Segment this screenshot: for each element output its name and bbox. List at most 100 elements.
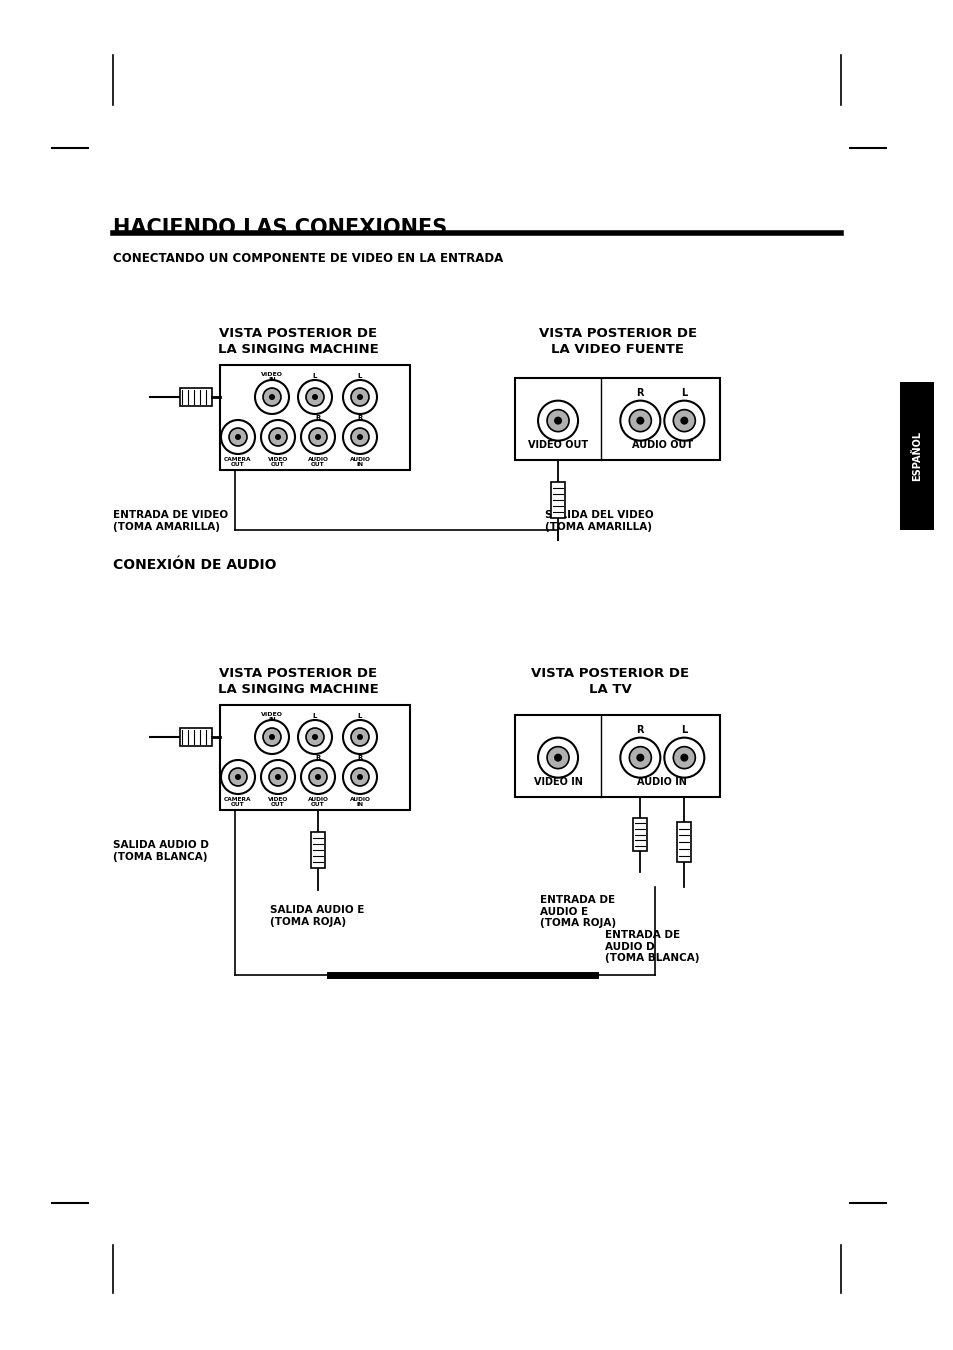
Text: SALIDA AUDIO E
(TOMA ROJA): SALIDA AUDIO E (TOMA ROJA) — [270, 904, 364, 926]
Circle shape — [269, 428, 287, 446]
Text: L: L — [357, 713, 362, 720]
Text: AUDIO
OUT: AUDIO OUT — [307, 796, 328, 807]
Text: L: L — [313, 373, 316, 379]
Circle shape — [554, 417, 561, 425]
Circle shape — [343, 379, 376, 414]
Bar — [899, 382, 933, 531]
Circle shape — [312, 734, 317, 740]
Text: R: R — [357, 414, 362, 421]
Circle shape — [261, 760, 294, 794]
Text: ENTRADA DE
AUDIO E
(TOMA ROJA): ENTRADA DE AUDIO E (TOMA ROJA) — [539, 895, 616, 929]
Text: ENTRADA DE VIDEO
(TOMA AMARILLA): ENTRADA DE VIDEO (TOMA AMARILLA) — [112, 510, 228, 532]
Text: VIDEO
OUT: VIDEO OUT — [268, 458, 288, 467]
Text: VIDEO
OUT: VIDEO OUT — [268, 796, 288, 807]
Text: R: R — [636, 387, 643, 398]
Text: AUDIO
OUT: AUDIO OUT — [307, 458, 328, 467]
Circle shape — [356, 774, 363, 780]
Circle shape — [314, 774, 320, 780]
Text: AUDIO IN: AUDIO IN — [637, 778, 686, 787]
Text: VIDEO
IN: VIDEO IN — [261, 711, 283, 722]
Text: ESPAÑOL: ESPAÑOL — [911, 431, 921, 481]
Text: AUDIO
IN: AUDIO IN — [349, 458, 370, 467]
Circle shape — [629, 409, 651, 432]
Circle shape — [663, 737, 703, 778]
Text: AUDIO OUT: AUDIO OUT — [631, 440, 692, 450]
Text: LA VIDEO FUENTE: LA VIDEO FUENTE — [551, 343, 684, 356]
Text: AUDIO
IN: AUDIO IN — [349, 796, 370, 807]
Circle shape — [301, 420, 335, 454]
Circle shape — [351, 387, 369, 406]
Bar — [220, 705, 410, 810]
Circle shape — [314, 433, 320, 440]
Circle shape — [254, 379, 289, 414]
Circle shape — [636, 417, 643, 425]
Text: R: R — [315, 414, 320, 421]
Circle shape — [351, 428, 369, 446]
Circle shape — [306, 387, 324, 406]
Circle shape — [356, 394, 363, 400]
Text: HACIENDO LAS CONEXIONES: HACIENDO LAS CONEXIONES — [112, 217, 447, 238]
Bar — [180, 728, 212, 747]
Circle shape — [679, 417, 688, 425]
Bar — [551, 482, 564, 518]
Circle shape — [274, 774, 281, 780]
Text: LA SINGING MACHINE: LA SINGING MACHINE — [217, 343, 378, 356]
Bar — [633, 818, 647, 852]
Bar — [311, 832, 325, 868]
Circle shape — [301, 760, 335, 794]
Circle shape — [234, 433, 241, 440]
Text: LA TV: LA TV — [588, 683, 631, 697]
Circle shape — [221, 420, 254, 454]
Bar — [515, 716, 720, 796]
Circle shape — [629, 747, 651, 768]
Circle shape — [351, 768, 369, 786]
Circle shape — [254, 720, 289, 755]
Circle shape — [269, 734, 274, 740]
Text: VISTA POSTERIOR DE: VISTA POSTERIOR DE — [538, 327, 697, 340]
Circle shape — [261, 420, 294, 454]
Circle shape — [619, 737, 659, 778]
Circle shape — [297, 720, 332, 755]
Text: VIDEO IN: VIDEO IN — [533, 778, 582, 787]
Text: SALIDA AUDIO D
(TOMA BLANCA): SALIDA AUDIO D (TOMA BLANCA) — [112, 840, 209, 861]
Text: VIDEO
IN: VIDEO IN — [261, 373, 283, 382]
Circle shape — [619, 401, 659, 440]
Circle shape — [269, 768, 287, 786]
Circle shape — [679, 753, 688, 761]
Text: ENTRADA DE
AUDIO D
(TOMA BLANCA): ENTRADA DE AUDIO D (TOMA BLANCA) — [604, 930, 699, 963]
Circle shape — [309, 768, 327, 786]
Circle shape — [263, 387, 281, 406]
Text: CAMERA
OUT: CAMERA OUT — [224, 458, 252, 467]
Circle shape — [546, 747, 568, 768]
Circle shape — [663, 401, 703, 440]
Circle shape — [356, 433, 363, 440]
Circle shape — [274, 433, 281, 440]
Text: SALIDA DEL VIDEO
(TOMA AMARILLA): SALIDA DEL VIDEO (TOMA AMARILLA) — [544, 510, 653, 532]
Circle shape — [297, 379, 332, 414]
Circle shape — [312, 394, 317, 400]
Circle shape — [546, 409, 568, 432]
Text: R: R — [357, 755, 362, 761]
Circle shape — [269, 394, 274, 400]
Text: R: R — [636, 725, 643, 734]
Circle shape — [306, 728, 324, 747]
Text: L: L — [680, 725, 687, 734]
Text: L: L — [680, 387, 687, 398]
Bar — [180, 387, 212, 406]
Text: VISTA POSTERIOR DE: VISTA POSTERIOR DE — [218, 667, 376, 680]
Text: VIDEO OUT: VIDEO OUT — [527, 440, 587, 450]
Circle shape — [343, 420, 376, 454]
Bar — [515, 378, 720, 460]
Circle shape — [221, 760, 254, 794]
Text: CONECTANDO UN COMPONENTE DE VIDEO EN LA ENTRADA: CONECTANDO UN COMPONENTE DE VIDEO EN LA … — [112, 252, 503, 265]
Circle shape — [229, 428, 247, 446]
Text: VISTA POSTERIOR DE: VISTA POSTERIOR DE — [531, 667, 688, 680]
Circle shape — [673, 747, 695, 768]
Text: CONEXIÓN DE AUDIO: CONEXIÓN DE AUDIO — [112, 558, 276, 572]
Text: VISTA POSTERIOR DE: VISTA POSTERIOR DE — [218, 327, 376, 340]
Circle shape — [309, 428, 327, 446]
Circle shape — [343, 760, 376, 794]
Circle shape — [537, 401, 578, 440]
Circle shape — [537, 737, 578, 778]
Circle shape — [636, 753, 643, 761]
